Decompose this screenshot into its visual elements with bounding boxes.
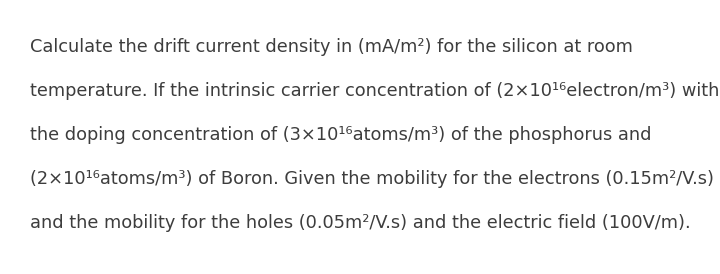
Text: temperature. If the intrinsic carrier concentration of (2×10¹⁶electron/m³) with: temperature. If the intrinsic carrier co… bbox=[30, 82, 719, 100]
Text: Calculate the drift current density in (mA/m²) for the silicon at room: Calculate the drift current density in (… bbox=[30, 38, 633, 56]
Text: the doping concentration of (3×10¹⁶atoms/m³) of the phosphorus and: the doping concentration of (3×10¹⁶atoms… bbox=[30, 126, 652, 144]
Text: (2×10¹⁶atoms/m³) of Boron. Given the mobility for the electrons (0.15m²/V.s): (2×10¹⁶atoms/m³) of Boron. Given the mob… bbox=[30, 170, 714, 188]
Text: and the mobility for the holes (0.05m²/V.s) and the electric field (100V/m).: and the mobility for the holes (0.05m²/V… bbox=[30, 214, 690, 232]
